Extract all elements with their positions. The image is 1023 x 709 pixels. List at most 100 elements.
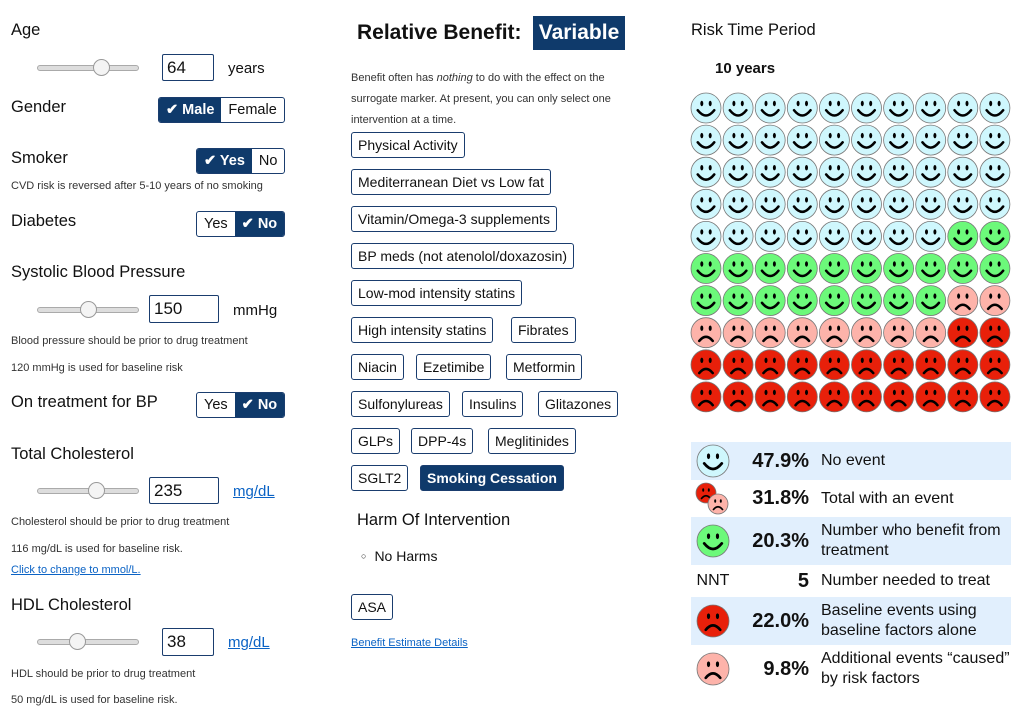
intervention-button-niacin[interactable]: Niacin (351, 354, 404, 380)
age-input[interactable] (162, 54, 214, 81)
intervention-button-metformin[interactable]: Metformin (506, 354, 583, 380)
intervention-button-sulfonylureas[interactable]: Sulfonylureas (351, 391, 450, 417)
face-baseline (722, 349, 754, 381)
nnt-label: NNT (696, 572, 730, 589)
legend-value: 5 (797, 569, 809, 592)
face-no-event (947, 124, 979, 156)
intervention-button-glps[interactable]: GLPs (351, 428, 401, 454)
face-baseline (947, 381, 979, 413)
risk-period-value: 10 years (715, 60, 776, 77)
legend-text: Baseline events using baseline factors a… (821, 602, 977, 639)
total-chol-slider[interactable] (37, 482, 139, 499)
intervention-button-dpp-4s[interactable]: DPP-4s (411, 428, 474, 454)
smoker-yes-option[interactable]: ✔ Yes (197, 149, 252, 173)
face-no-event (851, 156, 882, 188)
face-benefit (979, 220, 1011, 252)
hdl-label: HDL Cholesterol (11, 596, 132, 614)
face-additional (786, 317, 818, 349)
face-baseline (947, 349, 979, 381)
total-chol-input[interactable] (149, 477, 219, 504)
face-baseline (883, 381, 915, 413)
face-no-event (979, 92, 1011, 124)
desc-text: surrogate marker. At present, you can on… (351, 93, 611, 105)
face-benefit (722, 253, 754, 284)
intervention-button-ezetimibe[interactable]: Ezetimibe (416, 354, 492, 380)
face-no-event (786, 188, 818, 220)
asa-button[interactable]: ASA (351, 594, 394, 620)
intervention-button-smoking-cessation[interactable]: Smoking Cessation (420, 465, 564, 491)
legend-value: 20.3% (752, 529, 809, 552)
smoker-note: CVD risk is reversed after 5-10 years of… (11, 180, 263, 192)
hdl-slider[interactable] (37, 633, 139, 650)
face-no-event (883, 220, 915, 252)
bp-treatment-no-option[interactable]: ✔ No (234, 393, 285, 417)
face-no-event (947, 188, 979, 220)
gender-male-option[interactable]: ✔ Male (159, 98, 222, 122)
face-no-event (690, 156, 722, 188)
intervention-button-bp-meds-not-atenolol-doxazosin[interactable]: BP meds (not atenolol/doxazosin) (351, 243, 575, 269)
face-benefit (818, 285, 850, 317)
face-benefit (947, 220, 979, 252)
total-chol-note-2: 116 mg/dL is used for baseline risk. (11, 543, 183, 555)
face (696, 604, 730, 638)
age-unit: years (228, 60, 265, 77)
bullet-icon: ○ (361, 551, 367, 561)
sbp-slider[interactable] (37, 301, 139, 318)
intervention-button-glitazones[interactable]: Glitazones (538, 391, 619, 417)
intervention-button-fibrates[interactable]: Fibrates (511, 317, 576, 343)
slider-handle[interactable] (69, 633, 87, 650)
harm-text: No Harms (374, 548, 438, 564)
slider-handle[interactable] (93, 59, 111, 76)
face-no-event (883, 124, 915, 156)
face-no-event (979, 188, 1011, 220)
face-benefit (690, 253, 722, 284)
face-benefit (754, 285, 786, 317)
legend-row: 31.8% Total with an event (691, 480, 1011, 517)
legend-icon: NNT (691, 572, 735, 590)
legend-icon (691, 652, 735, 686)
diabetes-yes-option[interactable]: Yes (204, 216, 228, 232)
face-baseline (979, 349, 1011, 381)
bp-treatment-yes-option[interactable]: Yes (204, 397, 228, 413)
intervention-button-sglt2[interactable]: SGLT2 (351, 465, 409, 491)
hdl-input[interactable] (162, 628, 214, 656)
intervention-button-meglitinides[interactable]: Meglitinides (488, 428, 576, 454)
mmol-link[interactable]: Click to change to mmol/L. (11, 564, 141, 576)
risk-period-title: Risk Time Period (691, 21, 816, 39)
intervention-button-physical-activity[interactable]: Physical Activity (351, 132, 465, 158)
harm-list-item: ○ No Harms (361, 548, 437, 564)
face-baseline (979, 381, 1011, 413)
intervention-button-low-mod-intensity-statins[interactable]: Low-mod intensity statins (351, 280, 523, 306)
diabetes-no-option[interactable]: ✔ No (234, 212, 285, 236)
slider-handle[interactable] (88, 482, 106, 499)
smoker-label: Smoker (11, 149, 68, 167)
face-no-event (818, 220, 850, 252)
hdl-unit-link[interactable]: mg/dL (228, 634, 270, 651)
legend-text: No event (821, 452, 886, 469)
benefit-details-link[interactable]: Benefit Estimate Details (351, 637, 468, 649)
face-no-event (947, 92, 979, 124)
face-additional (851, 317, 882, 349)
smoker-no-option[interactable]: No (258, 153, 278, 169)
face-no-event (754, 156, 786, 188)
slider-handle[interactable] (80, 301, 97, 318)
face-no-event (690, 188, 722, 220)
face-baseline (722, 381, 754, 413)
intervention-button-vitamin-omega-3-supplements[interactable]: Vitamin/Omega-3 supplements (351, 206, 557, 232)
bp-treatment-label: On treatment for BP (11, 393, 158, 411)
face-no-event (722, 220, 754, 252)
legend-row: 22.0% Baseline events using baseline fact… (691, 597, 1011, 645)
total-chol-unit-link[interactable]: mg/dL (233, 483, 275, 500)
face-no-event (915, 188, 947, 220)
sbp-input[interactable] (149, 295, 219, 323)
sbp-note-2: 120 mmHg is used for baseline risk (11, 362, 183, 374)
intervention-button-high-intensity-statins[interactable]: High intensity statins (351, 317, 494, 343)
desc-text: intervention at a time. (351, 114, 457, 126)
face-no-event (754, 92, 786, 124)
intervention-button-mediterranean-diet-vs-low-fat[interactable]: Mediterranean Diet vs Low fat (351, 169, 551, 195)
age-slider[interactable] (37, 59, 139, 76)
intervention-button-insulins[interactable]: Insulins (462, 391, 524, 417)
gender-female-option[interactable]: Female (228, 102, 277, 118)
sbp-note-1: Blood pressure should be prior to drug t… (11, 335, 248, 347)
face-baseline (786, 381, 818, 413)
